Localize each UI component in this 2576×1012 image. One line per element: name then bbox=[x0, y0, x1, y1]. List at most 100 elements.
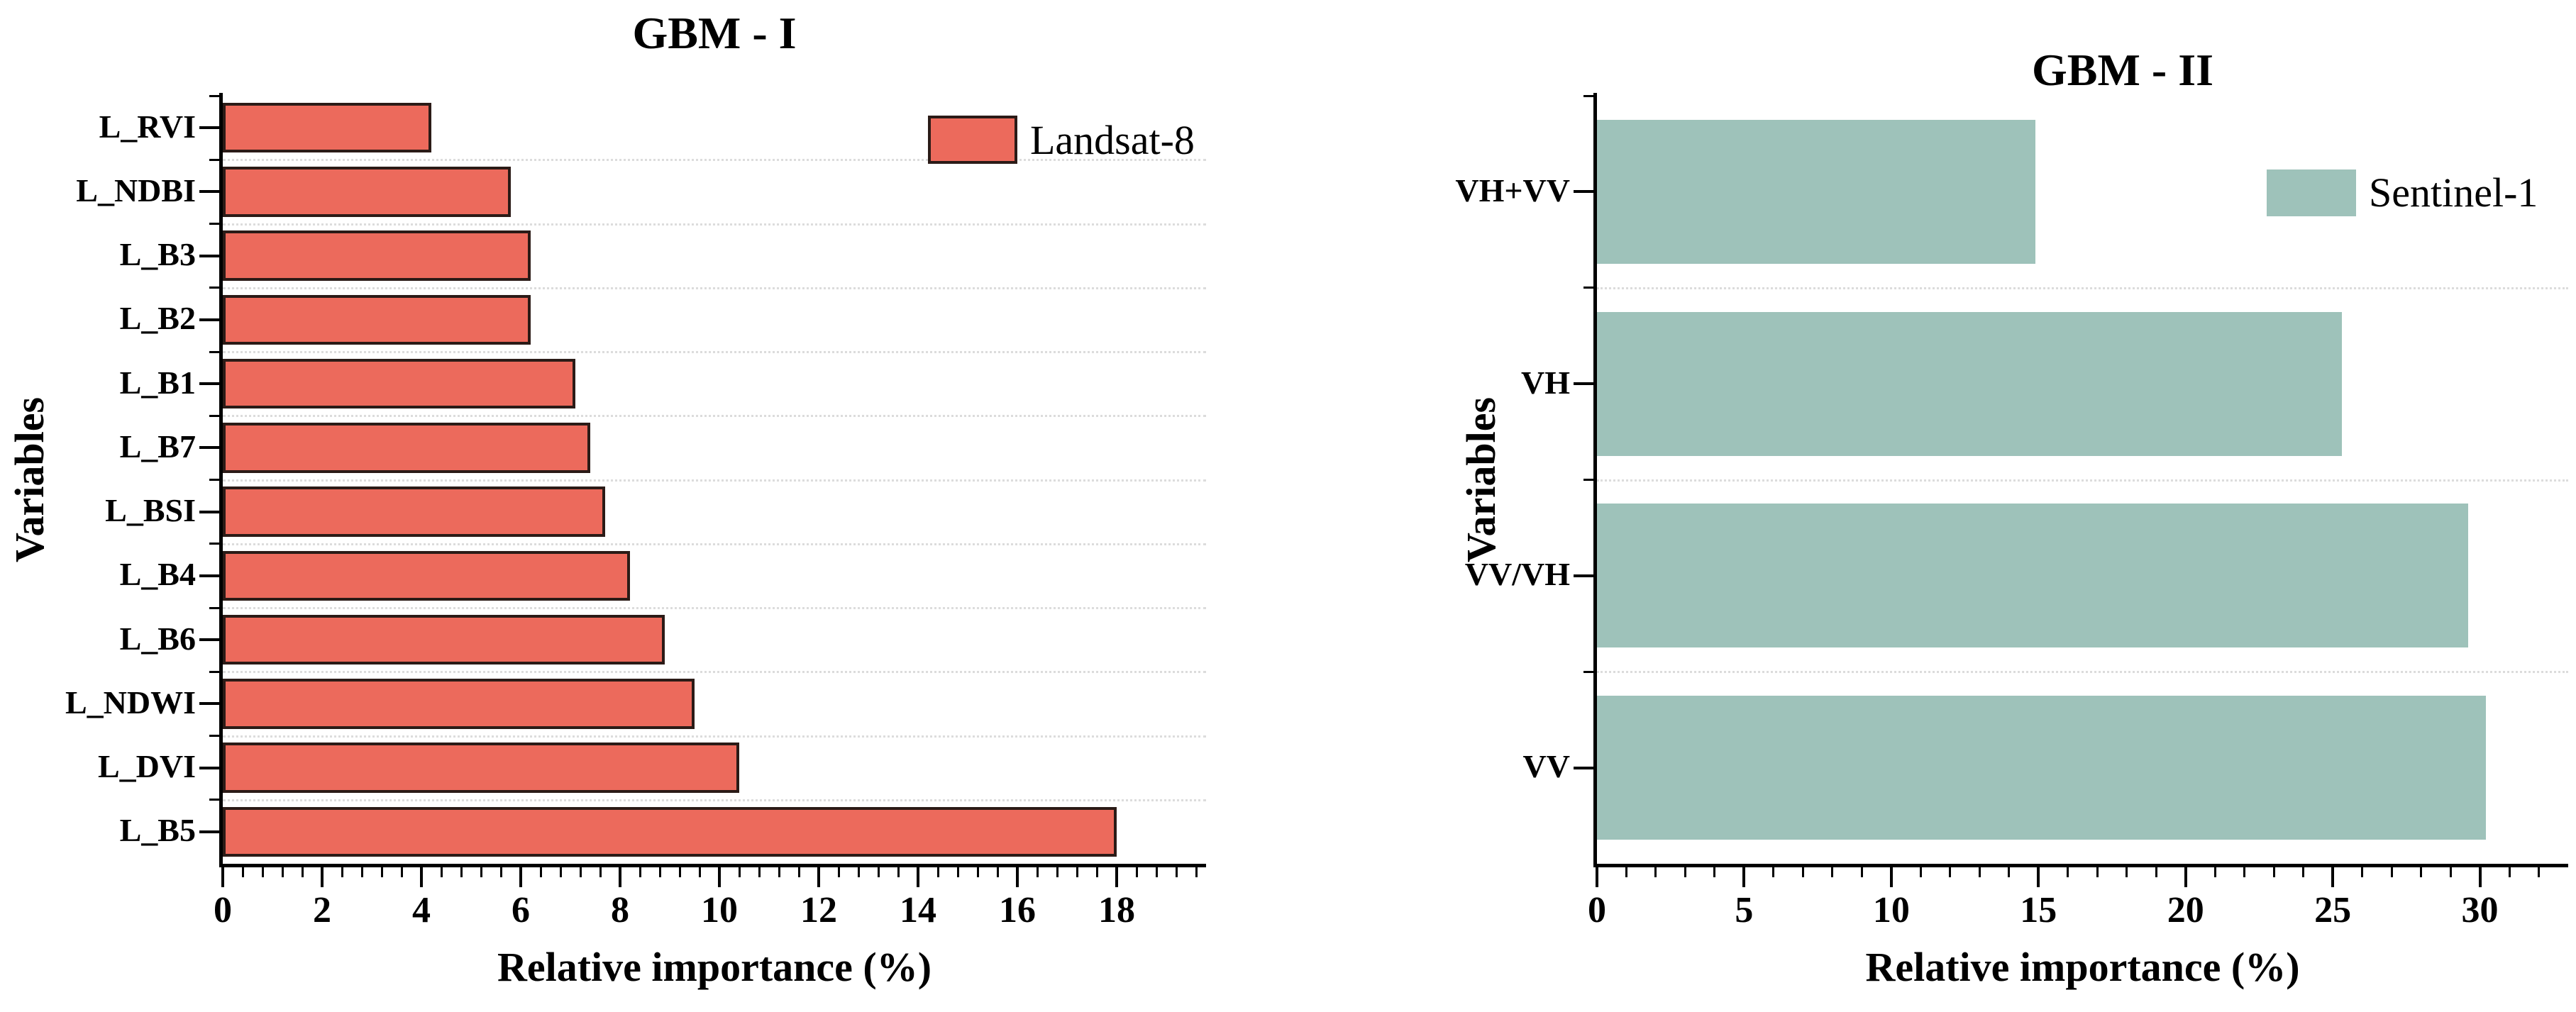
x-tick-label: 4 bbox=[412, 890, 431, 930]
x-minor-tick bbox=[301, 867, 304, 877]
gridline bbox=[223, 735, 1206, 738]
gridline bbox=[223, 415, 1206, 418]
x-tick-label: 10 bbox=[1872, 890, 1910, 930]
y-minor-tick bbox=[209, 479, 219, 481]
x-minor-tick bbox=[996, 867, 999, 877]
x-minor-tick bbox=[1978, 867, 1981, 877]
x-minor-tick bbox=[658, 867, 661, 877]
x-major-tick bbox=[2478, 867, 2482, 887]
x-major-tick bbox=[917, 867, 919, 887]
legend-label: Sentinel-1 bbox=[2369, 169, 2538, 216]
x-minor-tick bbox=[698, 867, 701, 877]
y-minor-tick bbox=[209, 543, 219, 545]
x-minor-tick bbox=[1949, 867, 1952, 877]
x-tick-label: 10 bbox=[701, 890, 738, 930]
bar-vv-vh bbox=[1597, 504, 2468, 648]
category-label: VH bbox=[1521, 364, 1570, 401]
y-major-tick bbox=[1574, 382, 1593, 386]
y-minor-tick bbox=[209, 158, 219, 161]
bar-l-ndbi bbox=[223, 167, 511, 217]
legend-swatch bbox=[928, 116, 1017, 164]
y-major-tick bbox=[199, 638, 219, 642]
x-major-tick bbox=[2184, 867, 2187, 887]
bar-vv bbox=[1597, 696, 2486, 840]
x-tick-label: 20 bbox=[2167, 890, 2204, 930]
y-minor-tick bbox=[1583, 479, 1593, 481]
x-minor-tick bbox=[460, 867, 463, 877]
y-minor-tick bbox=[1583, 670, 1593, 673]
category-label: VV/VH bbox=[1464, 556, 1570, 593]
x-minor-tick bbox=[400, 867, 403, 877]
bar-l-b2 bbox=[223, 294, 531, 345]
y-minor-tick bbox=[209, 799, 219, 801]
y-major-tick bbox=[199, 574, 219, 577]
y-minor-tick bbox=[1583, 94, 1593, 97]
x-minor-tick bbox=[1713, 867, 1716, 877]
gridline bbox=[223, 671, 1206, 674]
bar-l-dvi bbox=[223, 743, 739, 793]
x-minor-tick bbox=[281, 867, 284, 877]
bar-l-b5 bbox=[223, 806, 1117, 857]
bar-l-bsi bbox=[223, 486, 605, 537]
x-minor-tick bbox=[857, 867, 860, 877]
x-minor-tick bbox=[2508, 867, 2511, 877]
y-major-tick bbox=[1574, 574, 1593, 577]
y-major-tick bbox=[199, 126, 219, 130]
y-minor-tick bbox=[209, 287, 219, 289]
x-minor-tick bbox=[261, 867, 264, 877]
x-tick-label: 16 bbox=[999, 890, 1036, 930]
x-minor-tick bbox=[1095, 867, 1098, 877]
category-label: VV bbox=[1522, 748, 1570, 785]
y-minor-tick bbox=[209, 223, 219, 225]
x-axis-spine bbox=[1593, 864, 2568, 867]
bar-l-b6 bbox=[223, 614, 665, 665]
category-label: L_B3 bbox=[119, 236, 196, 273]
x-minor-tick bbox=[1919, 867, 1922, 877]
x-minor-tick bbox=[360, 867, 363, 877]
y-minor-tick bbox=[209, 350, 219, 353]
x-tick-label: 12 bbox=[800, 890, 837, 930]
x-minor-tick bbox=[678, 867, 681, 877]
x-major-tick bbox=[1889, 867, 1893, 887]
x-tick-label: 15 bbox=[2020, 890, 2057, 930]
gridline bbox=[223, 543, 1206, 545]
x-minor-tick bbox=[2272, 867, 2275, 877]
x-major-tick bbox=[321, 867, 324, 887]
y-major-tick bbox=[199, 382, 219, 386]
x-axis-label: Relative importance (%) bbox=[1865, 944, 2300, 990]
x-major-tick bbox=[2037, 867, 2040, 887]
x-tick-label: 0 bbox=[1588, 890, 1606, 930]
x-minor-tick bbox=[2126, 867, 2128, 877]
x-minor-tick bbox=[1625, 867, 1627, 877]
category-label: L_B5 bbox=[119, 812, 196, 849]
x-minor-tick bbox=[897, 867, 900, 877]
category-label: L_B4 bbox=[119, 556, 196, 593]
y-major-tick bbox=[199, 318, 219, 321]
gridline bbox=[223, 799, 1206, 801]
x-minor-tick bbox=[2213, 867, 2216, 877]
x-major-tick bbox=[221, 867, 224, 887]
y-minor-tick bbox=[209, 414, 219, 417]
x-minor-tick bbox=[956, 867, 959, 877]
y-minor-tick bbox=[209, 670, 219, 673]
x-minor-tick bbox=[341, 867, 343, 877]
x-minor-tick bbox=[639, 867, 641, 877]
category-label: L_DVI bbox=[97, 748, 196, 785]
x-major-tick bbox=[519, 867, 522, 887]
x-major-tick bbox=[420, 867, 423, 887]
y-axis-spine bbox=[1593, 93, 1597, 864]
x-tick-label: 0 bbox=[214, 890, 232, 930]
x-minor-tick bbox=[559, 867, 562, 877]
y-minor-tick bbox=[209, 94, 219, 97]
x-minor-tick bbox=[2538, 867, 2540, 877]
y-major-tick bbox=[199, 254, 219, 257]
x-minor-tick bbox=[1175, 867, 1178, 877]
y-major-tick bbox=[199, 830, 219, 833]
category-label: L_NDWI bbox=[65, 684, 196, 721]
x-minor-tick bbox=[1056, 867, 1058, 877]
x-minor-tick bbox=[2155, 867, 2157, 877]
x-tick-label: 14 bbox=[900, 890, 936, 930]
x-minor-tick bbox=[2243, 867, 2246, 877]
category-label: L_B6 bbox=[119, 620, 196, 657]
